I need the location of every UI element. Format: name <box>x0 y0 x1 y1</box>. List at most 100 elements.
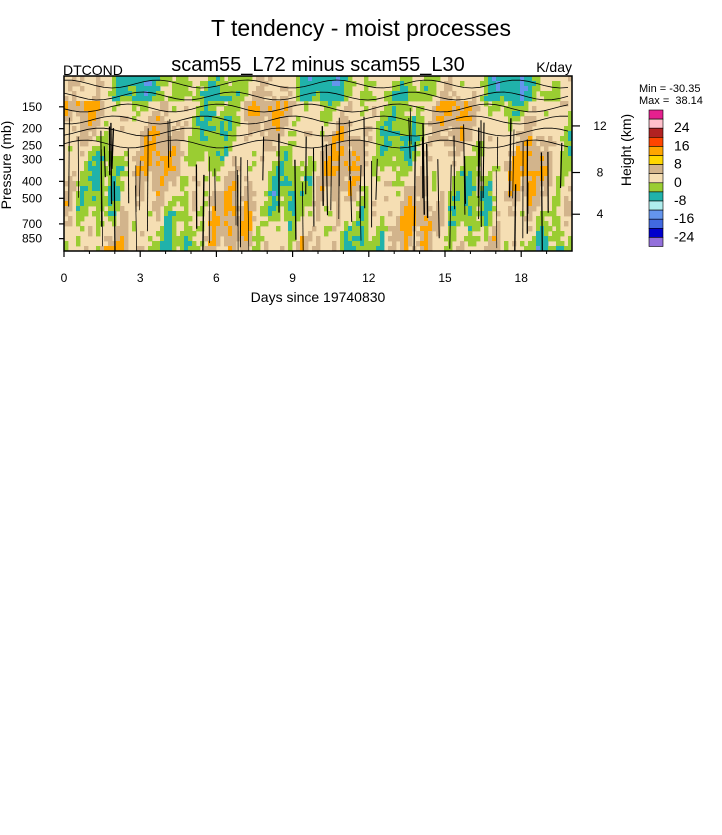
contour-cell <box>556 226 560 231</box>
contour-cell <box>220 196 224 201</box>
contour-cell <box>180 91 184 96</box>
contour-cell <box>460 171 464 176</box>
contour-cell <box>144 126 148 131</box>
contour-cell <box>384 226 388 231</box>
contour-cell <box>276 171 280 176</box>
contour-cell <box>308 156 312 161</box>
contour-cell <box>424 231 428 236</box>
contour-cell <box>288 171 292 176</box>
contour-cell <box>420 236 424 241</box>
contour-cell <box>460 216 464 221</box>
contour-cell <box>120 186 124 191</box>
contour-cell <box>216 96 220 101</box>
contour-cell <box>108 91 112 96</box>
contour-cell <box>344 86 348 91</box>
contour-cell <box>224 216 228 221</box>
contour-cell <box>536 76 540 81</box>
contour-cell <box>84 196 88 201</box>
contour-cell <box>172 176 176 181</box>
contour-cell <box>368 241 372 246</box>
contour-cell <box>356 236 360 241</box>
contour-cell <box>352 166 356 171</box>
contour-cell <box>152 241 156 246</box>
contour-cell <box>288 166 292 171</box>
contour-cell <box>316 236 320 241</box>
contour-cell <box>76 201 80 206</box>
contour-cell <box>248 166 252 171</box>
contour-cell <box>192 121 196 126</box>
contour-cell <box>448 86 452 91</box>
contour-cell <box>528 216 532 221</box>
contour-cell <box>308 196 312 201</box>
contour-cell <box>160 171 164 176</box>
contour-cell <box>516 111 520 116</box>
colorbar-label: 8 <box>674 156 682 172</box>
contour-cell <box>260 131 264 136</box>
contour-cell <box>104 211 108 216</box>
contour-cell <box>352 176 356 181</box>
contour-cell <box>356 221 360 226</box>
contour-cell <box>332 226 336 231</box>
contour-cell <box>208 121 212 126</box>
contour-cell <box>92 156 96 161</box>
contour-cell <box>112 91 116 96</box>
contour-cell <box>264 146 268 151</box>
contour-cell <box>556 241 560 246</box>
contour-cell <box>384 131 388 136</box>
contour-line <box>114 181 115 251</box>
contour-cell <box>388 101 392 106</box>
contour-cell <box>120 96 124 101</box>
contour-cell <box>480 206 484 211</box>
contour-cell <box>296 171 300 176</box>
contour-cell <box>556 91 560 96</box>
contour-cell <box>272 186 276 191</box>
contour-cell <box>436 116 440 121</box>
contour-cell <box>244 111 248 116</box>
contour-cell <box>340 156 344 161</box>
contour-cell <box>504 241 508 246</box>
contour-cell <box>280 181 284 186</box>
contour-cell <box>272 121 276 126</box>
contour-cell <box>536 151 540 156</box>
contour-cell <box>124 221 128 226</box>
contour-cell <box>436 106 440 111</box>
contour-cell <box>124 236 128 241</box>
contour-cell <box>444 236 448 241</box>
contour-cell <box>292 121 296 126</box>
contour-cell <box>400 161 404 166</box>
contour-cell <box>516 181 520 186</box>
contour-cell <box>520 211 524 216</box>
contour-cell <box>104 236 108 241</box>
contour-cell <box>512 166 516 171</box>
contour-cell <box>184 221 188 226</box>
contour-cell <box>296 211 300 216</box>
contour-cell <box>84 161 88 166</box>
contour-cell <box>184 181 188 186</box>
contour-cell <box>408 196 412 201</box>
contour-line <box>478 128 479 198</box>
contour-cell <box>468 136 472 141</box>
contour-cell <box>268 181 272 186</box>
contour-cell <box>472 216 476 221</box>
contour-cell <box>404 86 408 91</box>
contour-cell <box>88 176 92 181</box>
contour-cell <box>220 191 224 196</box>
contour-cell <box>300 76 304 81</box>
contour-cell <box>336 86 340 91</box>
contour-cell <box>356 166 360 171</box>
contour-cell <box>396 126 400 131</box>
contour-cell <box>416 206 420 211</box>
contour-cell <box>516 101 520 106</box>
contour-cell <box>248 116 252 121</box>
contour-cell <box>416 186 420 191</box>
contour-cell <box>152 81 156 86</box>
contour-cell <box>200 136 204 141</box>
contour-cell <box>560 241 564 246</box>
contour-cell <box>408 241 412 246</box>
contour-cell <box>148 156 152 161</box>
contour-cell <box>564 156 568 161</box>
contour-cell <box>184 231 188 236</box>
